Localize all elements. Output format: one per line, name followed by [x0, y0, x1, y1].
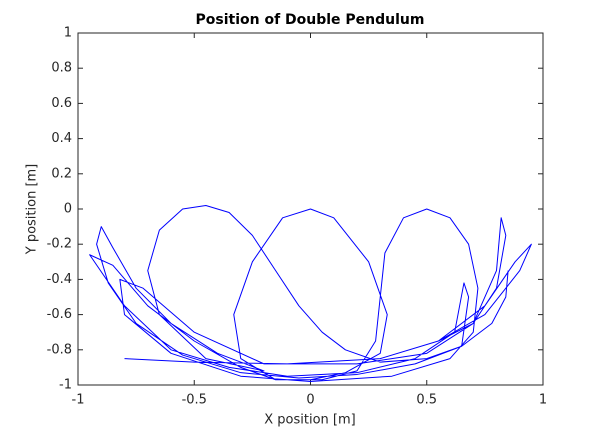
trajectory-line — [89, 204, 532, 382]
y-tick-label: 0.2 — [51, 166, 72, 181]
chart-title: Position of Double Pendulum — [195, 12, 424, 28]
y-tick-label: -0.6 — [47, 307, 72, 322]
x-tick-label: 0.5 — [416, 393, 437, 408]
x-tick-label: 1 — [539, 393, 547, 408]
y-tick-label: 0 — [64, 202, 72, 217]
y-tick-label: -1 — [59, 378, 72, 393]
y-tick-label: -0.4 — [47, 272, 72, 287]
y-tick-label: 0.8 — [51, 61, 72, 76]
x-tick-label: 0 — [306, 393, 314, 408]
x-tick-label: -0.5 — [182, 393, 207, 408]
y-tick-label: 0.4 — [51, 131, 72, 146]
y-tick-label: 0.6 — [51, 96, 72, 111]
y-tick-label: 1 — [64, 26, 72, 41]
y-tick-label: -0.2 — [47, 237, 72, 252]
x-axis-label: X position [m] — [264, 413, 355, 428]
y-axis-label: Y position [m] — [25, 164, 40, 256]
x-tick-label: -1 — [72, 393, 85, 408]
y-tick-label: -0.8 — [47, 342, 72, 357]
